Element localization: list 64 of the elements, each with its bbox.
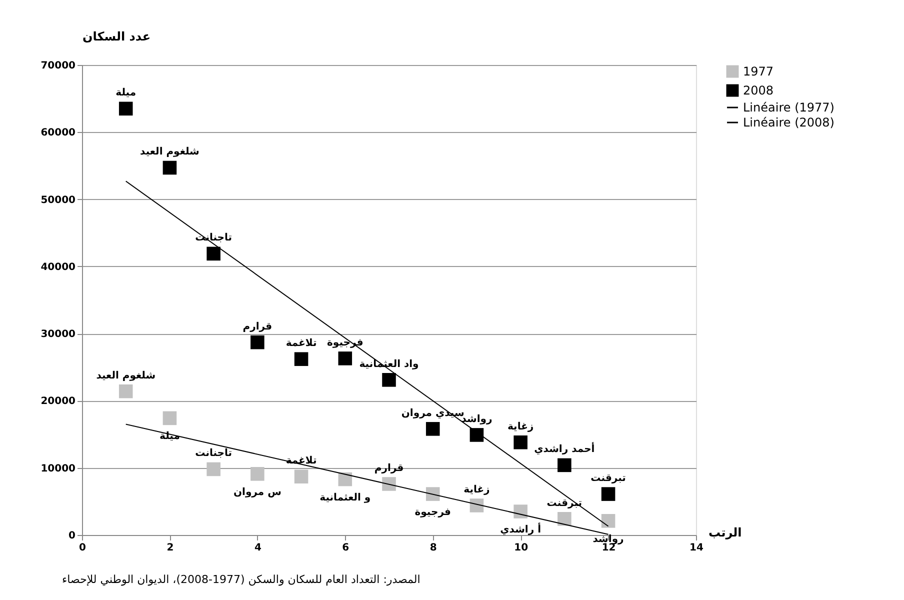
x-tick-label: 14: [690, 542, 704, 554]
point: [294, 470, 308, 484]
y-tick-label: 0: [68, 530, 76, 542]
annotation: قرارم: [374, 462, 404, 474]
point: [470, 428, 484, 442]
point: [250, 467, 264, 481]
point: [558, 512, 572, 526]
point: [162, 411, 177, 426]
y-tick-label: 70000: [40, 60, 76, 72]
point: [294, 352, 308, 366]
legend-label: 2008: [743, 84, 774, 98]
x-tick-label: 6: [342, 542, 350, 554]
annotation: و العثمانية: [320, 492, 371, 504]
point: [250, 335, 264, 350]
annotation: رواشد: [461, 414, 492, 425]
point: [426, 422, 440, 436]
point: [118, 102, 133, 116]
point: [118, 384, 133, 398]
annotation: تاجنانت: [195, 448, 232, 460]
annotation: شلغوم العيد: [96, 370, 156, 382]
point: [338, 352, 352, 366]
legend-label: 1977: [743, 64, 774, 78]
x-tick-label: 12: [602, 542, 616, 554]
x-tick-label: 8: [430, 542, 437, 554]
y-tick-label: 30000: [40, 329, 76, 340]
x-tick-label: 4: [254, 542, 262, 554]
point: [426, 487, 440, 501]
annotation: تلاغمة: [286, 338, 317, 350]
annotation: رواشد: [592, 534, 624, 545]
point: [470, 498, 484, 512]
annotation: شلغوم العيد: [140, 146, 200, 158]
point: [558, 458, 572, 472]
point: [601, 487, 616, 501]
text: المصدر: التعداد العام للسكان والسكن (1977-2008)، الديوان الوطني للإحصاء: [62, 573, 420, 586]
point: [206, 462, 220, 476]
point: [206, 246, 220, 261]
point: [382, 477, 396, 491]
y-tick-label: 20000: [40, 396, 76, 408]
annotation: تبرقنت: [590, 473, 626, 484]
x-tick-label: 2: [166, 542, 174, 554]
annotation: زغاية: [464, 484, 490, 496]
annotation: س مروان: [233, 486, 282, 498]
legend-label: Linéaire (2008): [743, 116, 834, 130]
annotation: أحمد راشدي: [534, 442, 595, 456]
point: [514, 504, 528, 518]
point: [601, 514, 616, 528]
annotation: قرارم: [242, 321, 272, 332]
y-tick-label: 10000: [40, 463, 76, 474]
point: [382, 373, 396, 387]
annotation: أ راشدي: [500, 522, 542, 536]
x-tick-label: 0: [79, 542, 86, 554]
x-axis-title: الرتب: [708, 526, 742, 540]
y-axis-title: عدد السكان: [82, 30, 151, 44]
y-tick-label: 60000: [40, 128, 76, 139]
annotation: فرجيوة: [414, 507, 451, 518]
y-tick-label: 40000: [40, 262, 76, 273]
annotation: زغاية: [507, 421, 534, 432]
y-tick-label: 50000: [40, 194, 76, 206]
x-tick-label: 10: [514, 542, 528, 554]
annotation: ميلة: [116, 88, 136, 99]
annotation: ميلة: [160, 431, 180, 442]
legend-label: Linéaire (1977): [743, 100, 834, 114]
point: [514, 435, 528, 450]
point: [162, 160, 177, 175]
